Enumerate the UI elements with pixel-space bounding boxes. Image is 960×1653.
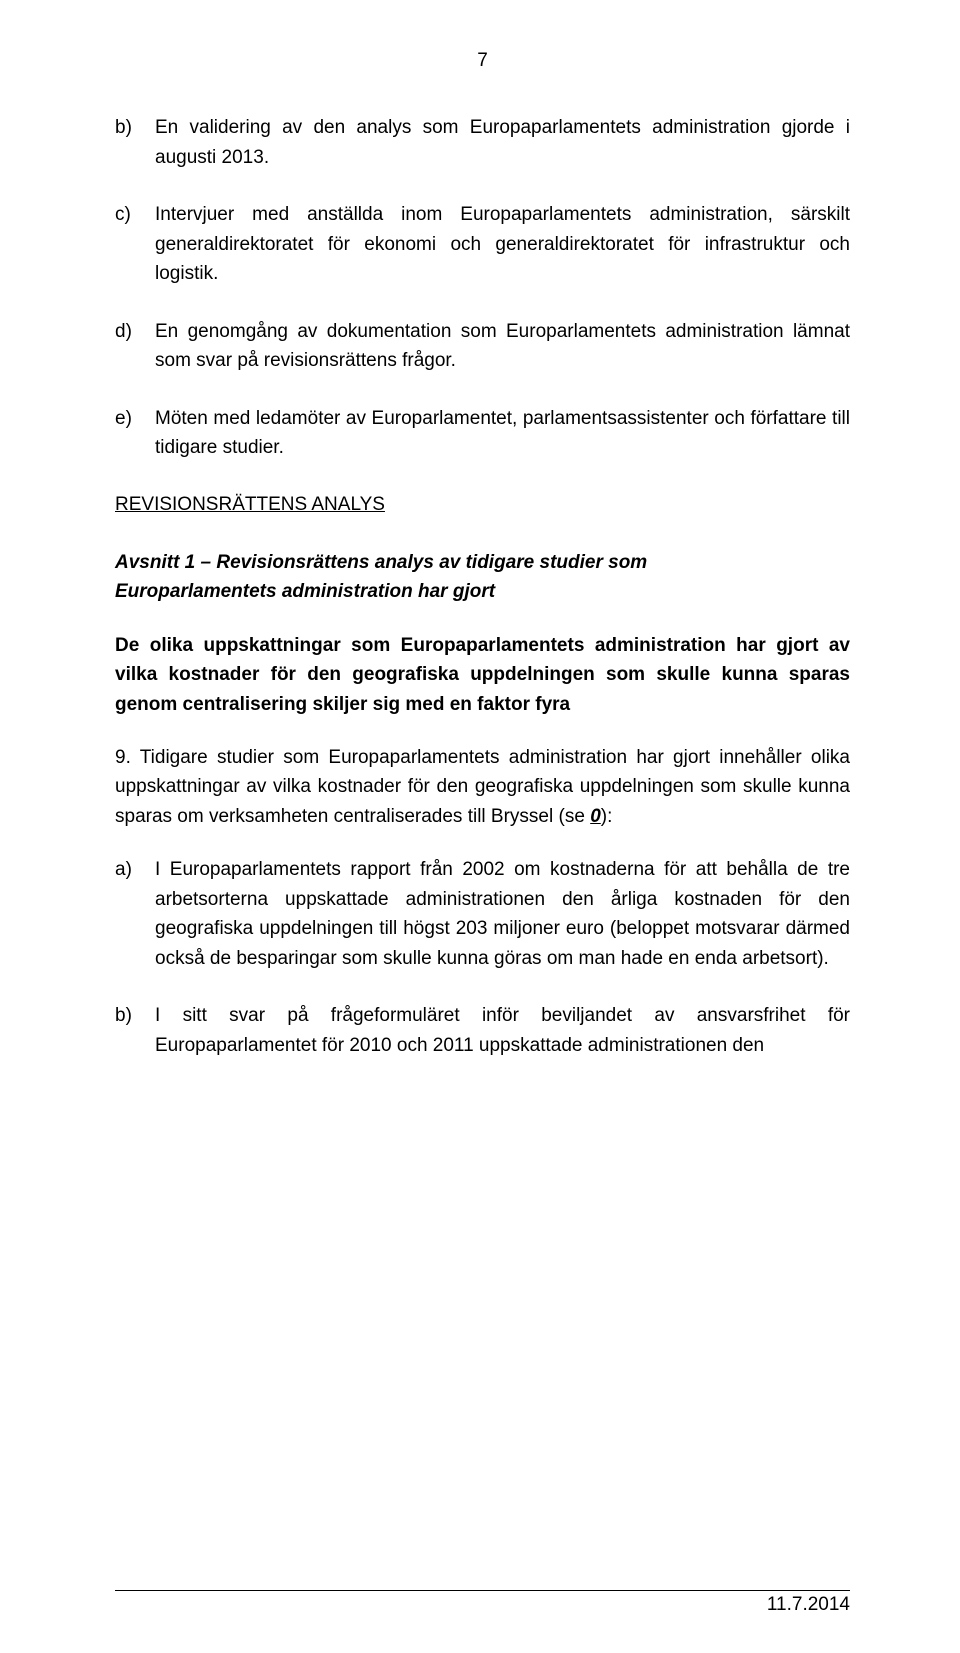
list-marker: b) — [115, 1001, 155, 1060]
list-body: Möten med ledamöter av Europarlamentet, … — [155, 404, 850, 463]
page-number: 7 — [115, 46, 850, 75]
list-body: I sitt svar på frågeformuläret inför bev… — [155, 1001, 850, 1060]
list-marker: b) — [115, 113, 155, 172]
section-heading: REVISIONSRÄTTENS ANALYS — [115, 490, 850, 519]
para9-after: ): — [601, 806, 613, 827]
subsection-line2: Europarlamentets administration har gjor… — [115, 581, 495, 602]
list-body: En genomgång av dokumentation som Europa… — [155, 317, 850, 376]
list-body: En validering av den analys som Europapa… — [155, 113, 850, 172]
bold-paragraph: De olika uppskattningar som Europaparlam… — [115, 631, 850, 719]
list-marker: e) — [115, 404, 155, 463]
para9-before: 9. Tidigare studier som Europaparlamente… — [115, 747, 850, 827]
list-marker: a) — [115, 855, 155, 973]
sublist-item-b: b) I sitt svar på frågeformuläret inför … — [115, 1001, 850, 1060]
paragraph-9: 9. Tidigare studier som Europaparlamente… — [115, 743, 850, 831]
subsection-title: Avsnitt 1 – Revisionsrättens analys av t… — [115, 548, 850, 607]
para9-ref: 0 — [590, 806, 601, 827]
list-item-d: d) En genomgång av dokumentation som Eur… — [115, 317, 850, 376]
subsection-line1: Avsnitt 1 – Revisionsrättens analys av t… — [115, 552, 647, 573]
footer-date: 11.7.2014 — [767, 1590, 850, 1619]
list-body: Intervjuer med anställda inom Europaparl… — [155, 200, 850, 288]
list-marker: d) — [115, 317, 155, 376]
list-marker: c) — [115, 200, 155, 288]
list-body: I Europaparlamentets rapport från 2002 o… — [155, 855, 850, 973]
list-item-b: b) En validering av den analys som Europ… — [115, 113, 850, 172]
list-item-c: c) Intervjuer med anställda inom Europap… — [115, 200, 850, 288]
footer-rule — [115, 1590, 850, 1591]
sublist-item-a: a) I Europaparlamentets rapport från 200… — [115, 855, 850, 973]
list-item-e: e) Möten med ledamöter av Europarlamente… — [115, 404, 850, 463]
